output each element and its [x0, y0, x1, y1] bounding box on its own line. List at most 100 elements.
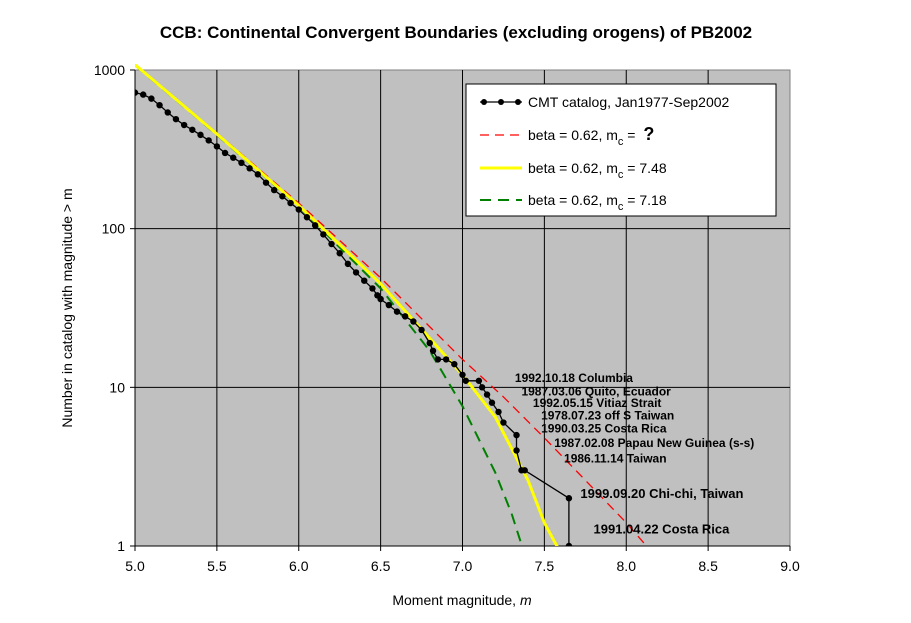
- series-layer: [135, 64, 648, 546]
- event-annotation: 1987.03.06 Quito, Ecuador: [521, 384, 671, 398]
- legend-item: beta = 0.62, mc = 7.48: [480, 160, 667, 181]
- data-point: [401, 313, 409, 320]
- data-point: [254, 171, 262, 178]
- data-point: [189, 126, 196, 133]
- data-point: [488, 399, 496, 406]
- data-point: [135, 89, 139, 96]
- data-point: [462, 377, 469, 384]
- data-point: [475, 377, 483, 384]
- y-tick-label: 10: [109, 379, 125, 395]
- data-point: [513, 447, 520, 454]
- legend-marker: [515, 99, 521, 105]
- legend-label: beta = 0.62, mc = 7.18: [528, 192, 667, 213]
- event-annotation: 1992.10.18 Columbia: [515, 371, 633, 385]
- series-beta-mc-7.18-line: [135, 64, 524, 546]
- y-axis-ticks: 1 10 100 1000: [94, 62, 135, 554]
- legend-label: CMT catalog, Jan1977-Sep2002: [528, 94, 730, 110]
- data-point: [459, 371, 466, 378]
- data-point: [429, 347, 437, 354]
- event-annotation: 1992.05.15 Vitiaz Strait: [533, 396, 662, 410]
- event-annotation: 1978.07.23 off S Taiwan: [541, 409, 674, 423]
- x-tick-label: 5.5: [207, 558, 227, 574]
- data-point: [148, 95, 155, 102]
- event-annotation: 1999.09.20 Chi-chi, Taiwan: [580, 486, 743, 501]
- event-annotation: 1987.02.08 Papau New Guinea (s-s): [554, 436, 754, 450]
- data-point: [369, 285, 376, 292]
- x-axis-ticks: 5.0 5.5 6.0 6.5 7.0 7.5 8.0 8.5 9.0: [125, 546, 800, 574]
- data-point: [344, 260, 352, 268]
- y-tick-label: 100: [102, 221, 126, 237]
- event-annotation: 1986.11.14 Taiwan: [564, 452, 667, 466]
- data-point: [426, 339, 433, 347]
- data-point: [565, 542, 573, 546]
- legend-label: beta = 0.62, mc = 7.48: [528, 160, 667, 181]
- legend-item: beta = 0.62, mc = ?: [480, 124, 654, 148]
- x-tick-label: 7.0: [453, 558, 473, 574]
- legend-item: beta = 0.62, mc = 7.18: [480, 192, 667, 213]
- data-point: [213, 143, 221, 150]
- x-tick-label: 8.5: [698, 558, 718, 574]
- data-point: [352, 269, 360, 276]
- data-point: [279, 193, 286, 200]
- legend: CMT catalog, Jan1977-Sep2002 beta = 0.62,…: [465, 83, 777, 217]
- data-point: [172, 115, 180, 123]
- data-point: [521, 467, 528, 474]
- x-axis-label: Moment magnitude, m: [392, 592, 532, 608]
- series-beta-mc-unknown: [135, 64, 648, 546]
- data-point: [180, 121, 188, 129]
- data-point: [336, 250, 343, 257]
- legend-marker: [498, 99, 504, 105]
- data-point: [303, 214, 311, 221]
- data-point: [320, 231, 327, 238]
- x-tick-label: 7.5: [535, 558, 555, 574]
- data-point: [442, 356, 450, 363]
- legend-box: [465, 83, 777, 217]
- legend-label: beta = 0.62, mc = ?: [528, 124, 654, 148]
- series-beta-mc-7.18: [135, 64, 524, 546]
- y-tick-label: 1: [117, 538, 125, 554]
- data-point: [262, 179, 270, 186]
- data-point: [377, 295, 384, 303]
- x-tick-label: 8.0: [617, 558, 637, 574]
- data-point: [393, 308, 401, 315]
- series-cmt-catalog: [135, 89, 573, 546]
- data-point: [478, 384, 486, 391]
- data-point: [156, 102, 163, 109]
- data-point: [434, 356, 442, 363]
- data-point: [451, 360, 458, 368]
- event-annotation: 1991.04.22 Costa Rica: [594, 521, 731, 536]
- y-tick-label: 1000: [94, 62, 125, 78]
- data-point: [418, 326, 425, 334]
- data-point: [287, 199, 294, 207]
- data-point: [246, 165, 253, 172]
- data-point: [328, 240, 335, 248]
- x-tick-label: 6.5: [371, 558, 391, 574]
- data-point: [483, 391, 491, 398]
- data-point: [500, 419, 507, 426]
- data-point: [565, 495, 573, 502]
- data-point: [361, 277, 368, 284]
- x-tick-label: 5.0: [125, 558, 145, 574]
- data-point: [311, 222, 319, 229]
- data-point: [139, 91, 147, 98]
- x-tick-label: 6.0: [289, 558, 309, 574]
- data-point: [164, 109, 171, 116]
- y-axis-label: Number in catalog with magnitude > m: [59, 188, 75, 427]
- event-annotation: 1990.03.25 Costa Rica: [541, 421, 667, 435]
- data-point: [385, 301, 393, 309]
- data-point: [410, 318, 417, 325]
- data-point: [238, 159, 245, 167]
- x-tick-label: 9.0: [780, 558, 800, 574]
- data-point: [495, 408, 502, 416]
- data-point: [197, 131, 204, 139]
- data-point: [221, 149, 229, 157]
- chart-title: CCB: Continental Convergent Boundaries (…: [160, 23, 752, 42]
- data-point: [230, 154, 237, 161]
- data-point: [270, 186, 278, 194]
- data-point: [295, 206, 302, 213]
- data-point: [513, 431, 520, 439]
- legend-item: CMT catalog, Jan1977-Sep2002: [480, 94, 730, 110]
- series-beta-mc-unknown-line: [135, 64, 648, 546]
